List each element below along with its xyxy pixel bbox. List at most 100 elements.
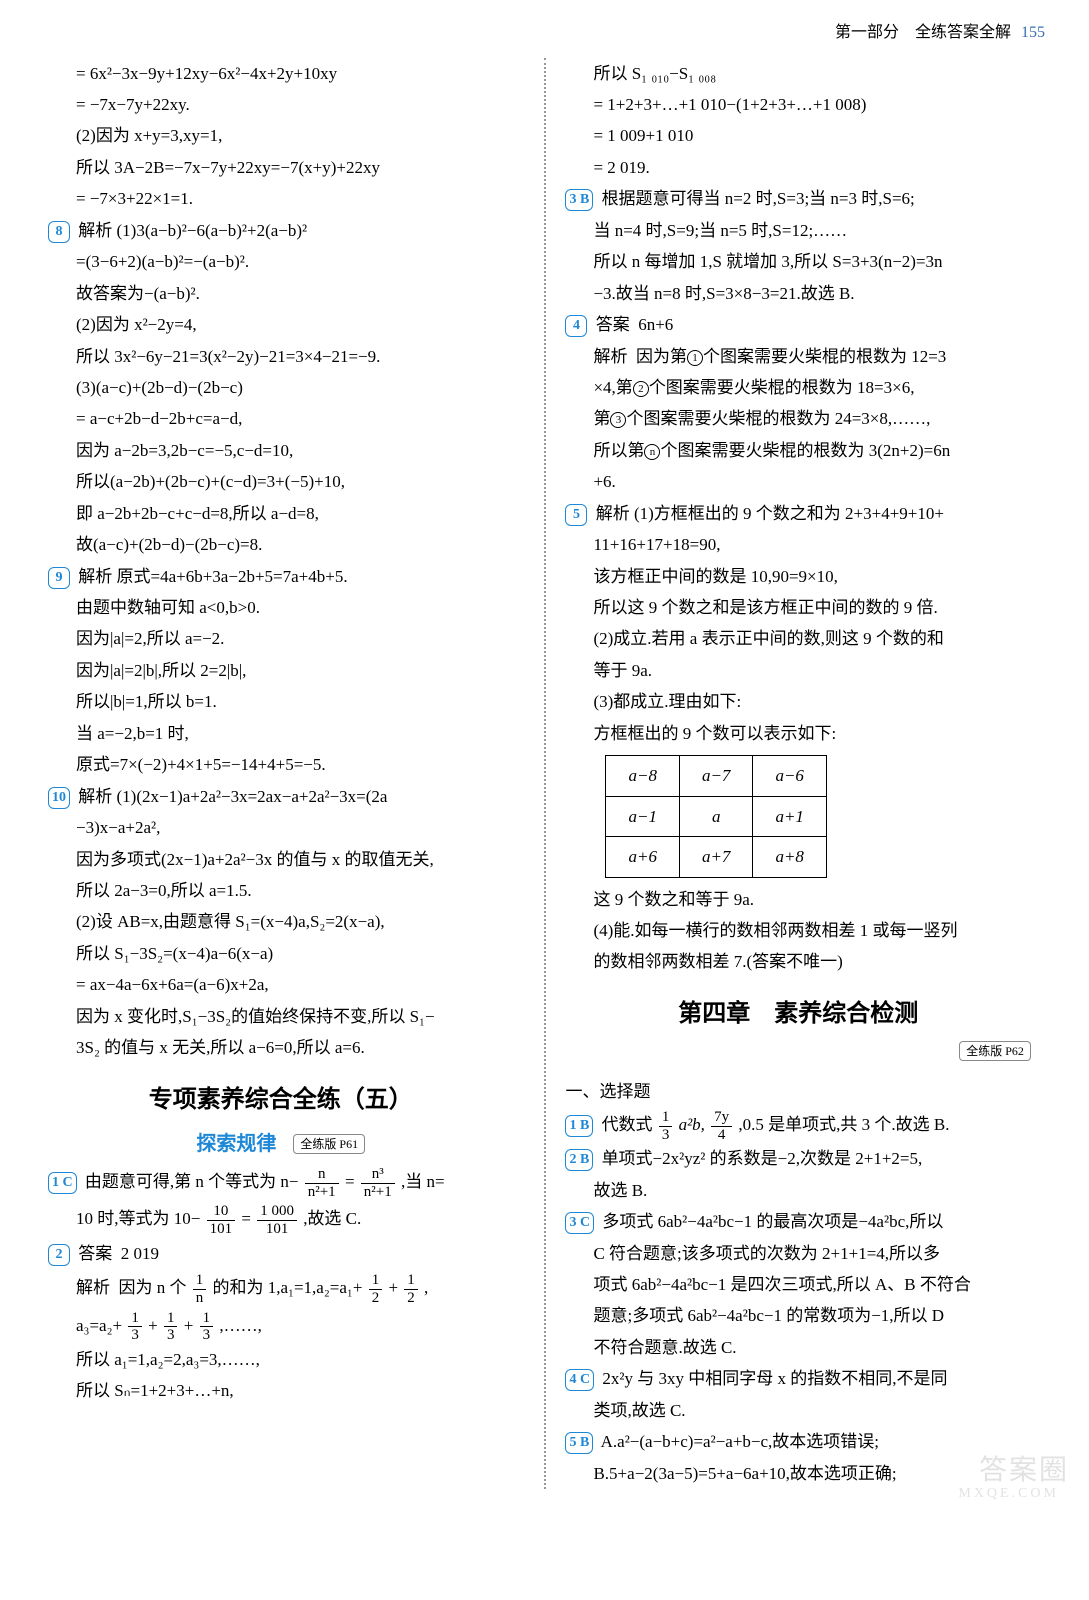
q-number: 2 B: [565, 1149, 593, 1171]
q1c-line2: 10 时,等式为 10− 10101 = 1 000101 ,故选 C.: [48, 1200, 513, 1237]
text: 2x²y 与 3xy 中相同字母 x 的指数不相同,不是同: [602, 1369, 947, 1388]
text-line: 类项,故选 C.: [565, 1395, 1030, 1426]
circle-icon: 1: [687, 350, 703, 366]
text: ,故选 C.: [303, 1209, 361, 1228]
text-line: 因为多项式(2x−1)a+2a²−3x 的值与 x 的取值无关,: [48, 844, 513, 875]
text: ,当 n=: [401, 1172, 445, 1191]
text-line: = 1+2+3+…+1 010−(1+2+3+…+1 008): [565, 89, 1030, 120]
table-row: a−8 a−7 a−6: [606, 756, 826, 796]
text-line: 所以(a−2b)+(2b−c)+(c−d)=3+(−5)+10,: [48, 466, 513, 497]
q4-expl4: 所以第n个图案需要火柴棍的根数为 3(2n+2)=6n: [565, 435, 1030, 466]
q4-expl2: ×4,第2个图案需要火柴棍的根数为 18=3×6,: [565, 372, 1030, 403]
text-line: 故选 B.: [565, 1175, 1030, 1206]
subheading: 一、选择题: [565, 1076, 1030, 1107]
text-line: (4)能.如每一横行的数相邻两数相差 1 或每一竖列: [565, 915, 1030, 946]
cell: a+1: [753, 796, 826, 836]
fraction: 7y4: [711, 1109, 732, 1143]
text: 的和为 1,a₁=1,a₂=a₁+: [213, 1278, 363, 1297]
cell: a−8: [606, 756, 679, 796]
q-number: 8: [48, 221, 70, 243]
page-header: 第一部分 全练答案全解 155: [48, 18, 1051, 48]
fraction: 10101: [207, 1203, 236, 1237]
cell: a: [679, 796, 752, 836]
q-number: 3 B: [565, 189, 593, 211]
text-line: 因为|a|=2,所以 a=−2.: [48, 623, 513, 654]
text: (1)方框框出的 9 个数之和为 2+3+4+9+10+: [634, 504, 944, 523]
fraction: 1n: [193, 1272, 207, 1306]
q-number: 2: [48, 1244, 70, 1266]
text: 因为 n 个: [119, 1278, 187, 1297]
cell: a−7: [679, 756, 752, 796]
nine-grid-table: a−8 a−7 a−6 a−1 a a+1 a+6 a+7 a+8: [605, 755, 826, 877]
cell: a−1: [606, 796, 679, 836]
text-line: 等于 9a.: [565, 655, 1030, 686]
label-explain: 解析: [76, 1278, 110, 1297]
r1b: 1 B 代数式 13 a²b, 7y4 ,0.5 是单项式,共 3 个.故选 B…: [565, 1107, 1030, 1143]
text-line: (2)成立.若用 a 表示正中间的数,则这 9 个数的和: [565, 623, 1030, 654]
q2-expl2: a₃=a₂+ 13 + 13 + 13 ,……,: [48, 1307, 513, 1344]
page-number: 155: [1021, 24, 1045, 41]
text-line: (3)(a−c)+(2b−d)−(2b−c): [48, 372, 513, 403]
text-line: (2)设 AB=x,由题意得 S₁=(x−4)a,S₂=2(x−a),: [48, 906, 513, 937]
q-number: 10: [48, 787, 70, 809]
cell: a+6: [606, 837, 679, 877]
q5-head: 5 解析 (1)方框框出的 9 个数之和为 2+3+4+9+10+: [565, 498, 1030, 529]
q2-expl1: 解析 因为 n 个 1n 的和为 1,a₁=1,a₂=a₁+ 12 + 12 ,: [48, 1269, 513, 1306]
page-ref-row: 全练版 P62: [565, 1036, 1030, 1067]
text: 原式=4a+6b+3a−2b+5=7a+4b+5.: [117, 567, 348, 586]
text: (1)(2x−1)a+2a²−3x=2ax−a+2a²−3x=(2a: [117, 787, 388, 806]
q9-head: 9 解析 原式=4a+6b+3a−2b+5=7a+4b+5.: [48, 561, 513, 592]
page-ref-badge: 全练版 P61: [293, 1134, 365, 1154]
text-line: 由题中数轴可知 a<0,b>0.: [48, 592, 513, 623]
text-line: 所以 3A−2B=−7x−7y+22xy=−7(x+y)+22xy: [48, 152, 513, 183]
text-line: 所以 2a−3=0,所以 a=1.5.: [48, 875, 513, 906]
answer-text: 6n+6: [638, 315, 673, 334]
text: 根据题意可得当 n=2 时,S=3;当 n=3 时,S=6;: [602, 189, 915, 208]
text-line: = ax−4a−6x+6a=(a−6)x+2a,: [48, 969, 513, 1000]
text-line: = 6x²−3x−9y+12xy−6x²−4x+2y+10xy: [48, 58, 513, 89]
answer-text: 2 019: [121, 1244, 159, 1263]
part-label: 第一部分 全练答案全解: [835, 24, 1011, 41]
text-line: =(3−6+2)(a−b)²=−(a−b)².: [48, 246, 513, 277]
label-explain: 解析: [593, 347, 627, 366]
text-line: 故(a−c)+(2b−d)−(2b−c)=8.: [48, 529, 513, 560]
q-number: 9: [48, 567, 70, 589]
text-line: = 1 009+1 010: [565, 120, 1030, 151]
text-line: B.5+a−2(3a−5)=5+a−6a+10,故本选项正确;: [565, 1458, 1030, 1489]
text-line: 所以这 9 个数之和是该方框正中间的数的 9 倍.: [565, 592, 1030, 623]
section-sub-row: 探索规律 全练版 P61: [48, 1126, 513, 1163]
text-line: 当 a=−2,b=1 时,: [48, 718, 513, 749]
text-line: 方框框出的 9 个数可以表示如下:: [565, 718, 1030, 749]
table-row: a+6 a+7 a+8: [606, 837, 826, 877]
label-explain: 解析: [596, 504, 630, 523]
label-explain: 解析: [78, 787, 112, 806]
text-line: (2)因为 x²−2y=4,: [48, 309, 513, 340]
text-line: (3)都成立.理由如下:: [565, 686, 1030, 717]
eq: =: [241, 1209, 251, 1228]
text-line: 所以 S₁ ₀₁₀−S₁ ₀₀₈: [565, 58, 1030, 89]
fraction: nn²+1: [305, 1166, 339, 1200]
q4-expl1: 解析 因为第1个图案需要火柴棍的根数为 12=3: [565, 341, 1030, 372]
q-number: 4 C: [565, 1369, 594, 1391]
circle-icon: 2: [633, 381, 649, 397]
q8-head: 8 解析 (1)3(a−b)²−6(a−b)²+2(a−b)²: [48, 215, 513, 246]
text-line: = a−c+2b−d−2b+c=a−d,: [48, 403, 513, 434]
fraction: 13: [659, 1109, 673, 1143]
q1c-line1: 1 C 由题意可得,第 n 个等式为 n− nn²+1 = n³n²+1 ,当 …: [48, 1163, 513, 1200]
fraction: 12: [369, 1272, 383, 1306]
page-ref-badge: 全练版 P62: [959, 1041, 1031, 1061]
label-explain: 解析: [78, 567, 112, 586]
answer-label: 答案: [596, 315, 630, 334]
right-column: 所以 S₁ ₀₁₀−S₁ ₀₀₈ = 1+2+3+…+1 010−(1+2+3+…: [539, 58, 1030, 1489]
text: (1)3(a−b)²−6(a−b)²+2(a−b)²: [117, 221, 308, 240]
fraction: 13: [200, 1310, 214, 1344]
text-line: 当 n=4 时,S=9;当 n=5 时,S=12;……: [565, 215, 1030, 246]
text: 10 时,等式为 10−: [76, 1209, 200, 1228]
text: 多项式 6ab²−4a²bc−1 的最高次项是−4a²bc,所以: [602, 1212, 943, 1231]
text-line: = −7x−7y+22xy.: [48, 89, 513, 120]
text-line: 所以|b|=1,所以 b=1.: [48, 686, 513, 717]
answer-label: 答案: [78, 1244, 112, 1263]
circle-icon: n: [644, 444, 660, 460]
text-line: 11+16+17+18=90,: [565, 529, 1030, 560]
column-separator: [544, 58, 546, 1489]
